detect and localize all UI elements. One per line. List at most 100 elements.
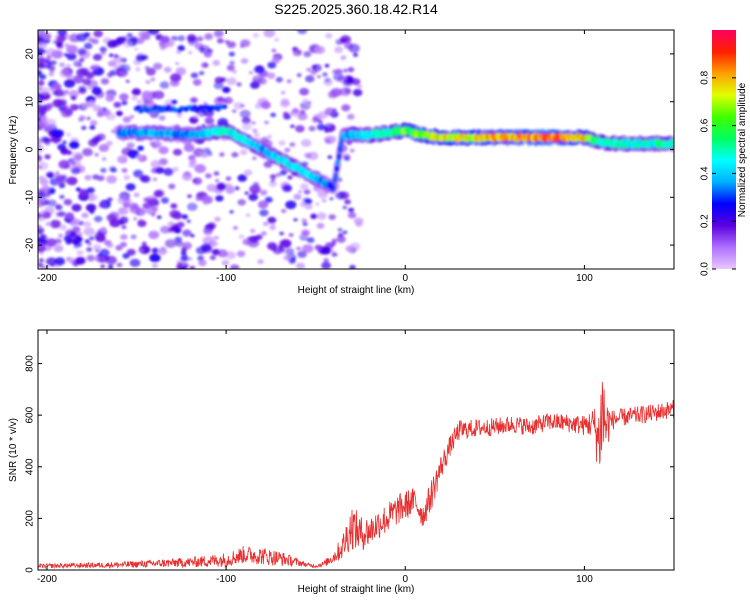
spectrogram-noise-blob [100,50,106,56]
spectrogram-noise-blob [100,264,105,269]
spectrogram-noise-blob [325,122,331,127]
spectrogram-noise-blob [81,212,89,219]
spectrogram-noise-blob [209,255,216,261]
spectrogram-noise-blob [73,241,83,248]
spectrogram-noise-blob [151,263,159,269]
spectrogram-noise-blob [59,68,71,78]
spectrogram-noise-blob [343,155,351,161]
spectrogram-noise-blob [55,211,63,217]
spectrogram-noise-blob [59,224,67,231]
spectrogram-noise-blob [331,252,338,257]
spectrogram-noise-blob [257,97,269,107]
spectrogram-noise-blob [50,60,57,66]
spectrogram-noise-blob [267,134,272,139]
spectrogram-noise-blob [281,209,287,213]
spectrogram-noise-blob [321,246,332,255]
spectrogram-noise-blob [307,101,312,105]
spectrogram-noise-blob [163,168,174,176]
spectrogram-noise-blob [316,75,321,79]
spectrogram-noise-blob [328,214,337,221]
spectrogram-noise-blob [239,149,248,156]
spectrogram-noise-blob [102,107,107,111]
spectrogram-noise-blob [176,113,183,118]
spectrogram-noise-blob [68,90,79,98]
spectrogram-noise-blob [64,43,70,48]
spectrogram-noise-blob [100,227,107,232]
spectrogram-noise-blob [38,30,43,35]
spectrogram-noise-blob [126,33,133,38]
colorbar-tick-label: 0.6 [700,118,711,132]
spectrogram-noise-blob [66,132,71,137]
spectrogram-noise-blob [332,108,337,112]
spectrogram-noise-blob [290,124,295,128]
spectrogram-noise-blob [328,135,337,142]
spectrogram-noise-blob [342,205,347,210]
spectrogram-noise-blob [83,32,91,38]
spectrogram-noise-blob [122,41,132,49]
snr-x-label: Height of straight line (km) [298,584,415,595]
snr-y-label: SNR (10 * v/v) [8,418,19,482]
spectrogram-noise-blob [248,193,259,201]
spectrogram-noise-blob [232,109,237,113]
spectrogram-noise-blob [304,203,313,210]
spectrogram-noise-blob [86,187,95,194]
spectrogram-noise-blob [55,171,60,175]
spectrogram-noise-blob [316,212,327,220]
spectrogram-noise-blob [330,88,342,97]
spectrogram-noise-blob [253,132,260,138]
spectrogram-noise-blob [133,192,140,198]
spectrogram-noise-blob [206,184,217,192]
spectrogram-noise-blob [288,233,294,237]
spectrogram-noise-blob [293,193,302,200]
spectrogram-noise-blob [240,58,249,64]
spectrogram-noise-blob [38,229,43,236]
spectrogram-background [38,30,674,269]
spectrogram-noise-blob [88,100,96,107]
spectrogram-noise-blob [226,77,237,86]
spectrogram-noise-blob [197,255,205,261]
spectrogram-noise-blob [267,216,277,224]
spectrogram-noise-blob [336,235,346,243]
spectrogram-noise-blob [65,212,74,220]
spectrogram-noise-blob [163,66,172,73]
spectrogram-x-tick-label: 100 [576,273,593,284]
spectrogram-ridge-cell [338,140,344,148]
spectrogram-noise-blob [38,224,42,230]
spectrogram-noise-blob [159,45,166,51]
spectrogram-noise-blob [53,83,60,89]
spectrogram-noise-blob [256,65,263,70]
spectrogram-noise-blob [150,160,161,169]
spectrogram-noise-blob [143,197,150,203]
spectrogram-noise-blob [45,48,57,57]
spectrogram-noise-blob [87,37,94,43]
spectrogram-noise-blob [198,259,207,267]
spectrogram-noise-blob [107,197,113,202]
spectrogram-noise-blob [71,218,81,226]
spectrogram-noise-blob [117,155,128,164]
spectrogram-noise-blob [141,90,153,99]
spectrogram-noise-blob [122,116,131,123]
spectrogram-noise-blob [133,217,138,221]
spectrogram-noise-blob [86,247,93,252]
spectrogram-noise-blob [215,195,224,202]
spectrogram-noise-blob [344,199,351,205]
spectrogram-noise-blob [159,81,170,89]
spectrogram-noise-blob [38,144,44,153]
spectrogram-noise-blob [318,120,323,124]
spectrogram-noise-blob [38,258,45,263]
spectrogram-noise-blob [324,129,329,133]
spectrogram-noise-blob [137,248,144,253]
spectrogram-noise-blob [280,239,292,248]
spectrogram-noise-blob [198,45,210,54]
spectrogram-noise-blob [212,59,221,66]
spectrogram-y-tick-label: -20 [25,237,36,252]
spectrogram-noise-blob [131,88,142,96]
spectrogram-noise-blob [160,225,171,234]
spectrogram-noise-blob [192,79,202,86]
spectrogram-noise-blob [315,202,320,206]
spectrogram-noise-blob [156,215,162,219]
spectrogram-noise-blob [280,99,290,108]
spectrogram-noise-blob [187,202,198,211]
spectrogram-noise-blob [69,140,80,149]
